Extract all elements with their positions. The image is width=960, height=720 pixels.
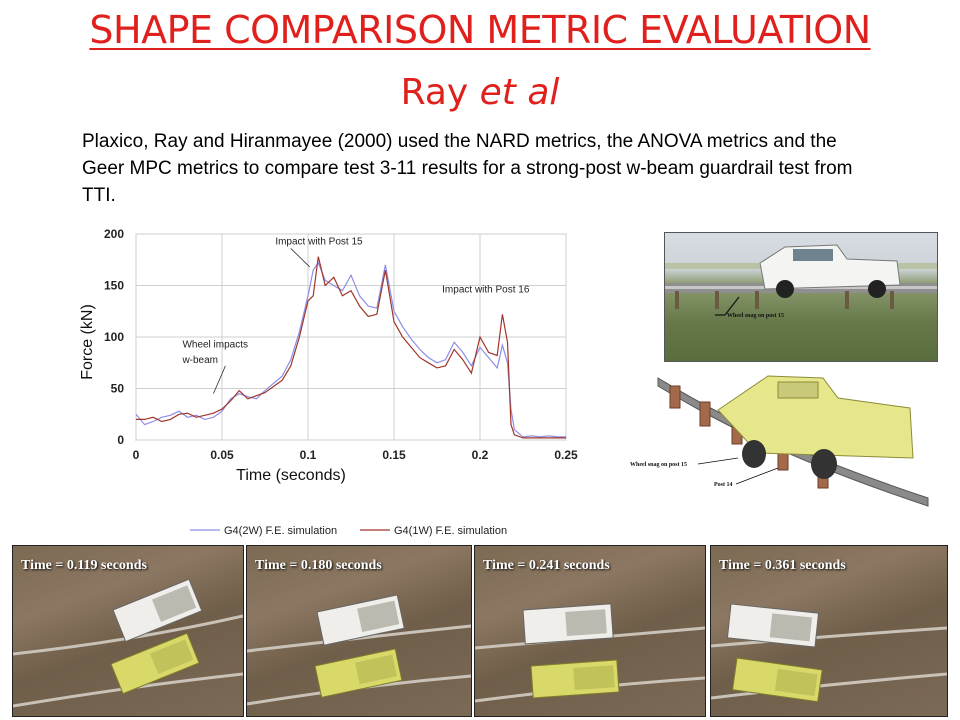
- frame-3: Time = 0.241 seconds: [474, 545, 706, 717]
- fe-label-post: Post 14: [714, 482, 733, 488]
- frame-4: Time = 0.361 seconds: [710, 545, 948, 717]
- x-tick-label: 0.15: [382, 448, 406, 462]
- x-tick-label: 0.2: [472, 448, 489, 462]
- frame-1-time: Time = 0.119 seconds: [21, 558, 147, 573]
- frame-1-drawing: [13, 578, 243, 708]
- chart-annotation: Impact with Post 15: [275, 236, 363, 247]
- photo-caption: Wheel snag on post 15: [727, 313, 784, 319]
- slide-title: SHAPE COMPARISON METRIC EVALUATION: [89, 8, 871, 52]
- series-line-2: [136, 256, 566, 439]
- slide-subtitle: Ray et al: [0, 72, 960, 113]
- fe-label-wheel: Wheel snag on post 15: [630, 462, 687, 468]
- y-tick-label: 200: [104, 227, 124, 241]
- x-tick-label: 0.05: [210, 448, 234, 462]
- x-tick-label: 0.25: [554, 448, 578, 462]
- frame-4-drawing: [711, 603, 947, 703]
- frame-3-drawing: [475, 603, 705, 703]
- y-tick-label: 100: [104, 330, 124, 344]
- chart-annotation: Wheel impacts: [182, 339, 248, 350]
- y-tick-label: 0: [117, 433, 124, 447]
- series-line-1: [135, 261, 566, 438]
- subtitle-et-al: et al: [479, 72, 560, 113]
- frame-4-time: Time = 0.361 seconds: [719, 558, 846, 573]
- annotation-pointer-wbeam: [213, 365, 226, 394]
- y-axis-label: Force (kN): [79, 304, 96, 380]
- crash-test-photo: Wheel snag on post 15: [664, 232, 938, 362]
- y-tick-label: 50: [111, 382, 125, 396]
- fe-model-drawing: Wheel snag on post 15 Post 14: [630, 375, 929, 507]
- fe-model-image: Wheel snag on post 15 Post 14: [628, 368, 938, 518]
- frame-2: Time = 0.180 seconds: [246, 545, 472, 717]
- legend-label-1: G4(2W) F.E. simulation: [224, 525, 337, 537]
- subtitle-authors: Ray: [400, 72, 480, 113]
- frame-2-drawing: [247, 594, 471, 706]
- legend-label-2: G4(1W) F.E. simulation: [394, 525, 507, 537]
- frame-3-time: Time = 0.241 seconds: [483, 558, 610, 573]
- x-tick-label: 0.1: [300, 448, 317, 462]
- body-paragraph: Plaxico, Ray and Hiranmayee (2000) used …: [82, 131, 853, 206]
- y-tick-label: 150: [104, 279, 124, 293]
- chart-svg: 0 0.05 0.1 0.15 0.2 0.25 0 50 100 150 200 Time (sec…: [79, 227, 578, 537]
- force-time-chart: 0 0.05 0.1 0.15 0.2 0.25 0 50 100 150 200 Time (sec…: [60, 222, 600, 547]
- chart-annotation: w-beam: [181, 355, 218, 366]
- crash-photo-drawing: Wheel snag on post 15: [665, 244, 937, 319]
- frame-2-time: Time = 0.180 seconds: [255, 558, 382, 573]
- annotation-pointer-post15: [290, 248, 310, 268]
- chart-annotation: Impact with Post 16: [442, 285, 530, 296]
- frame-1: Time = 0.119 seconds: [12, 545, 244, 717]
- x-axis-label: Time (seconds): [236, 467, 346, 484]
- x-tick-label: 0: [133, 448, 140, 462]
